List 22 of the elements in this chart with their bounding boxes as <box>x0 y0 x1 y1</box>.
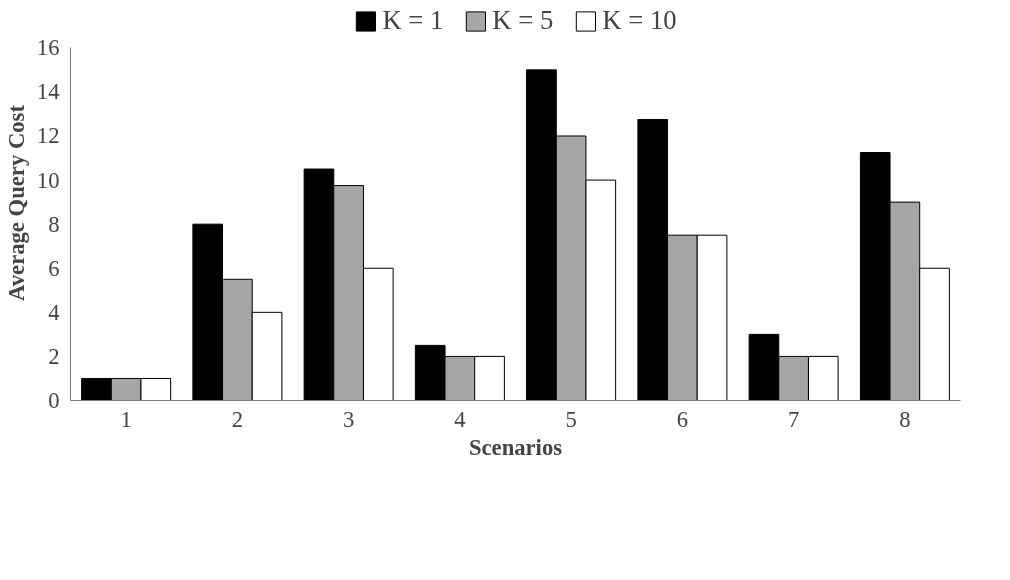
y-tick-label: 8 <box>48 211 60 237</box>
y-axis-title: Average Query Cost <box>3 104 29 301</box>
legend-label: K = 1 <box>382 5 444 36</box>
y-tick-label: 14 <box>36 79 60 105</box>
y-tick-label: 2 <box>48 343 60 369</box>
y-tick-label: 0 <box>48 388 60 413</box>
x-tick-label: 8 <box>899 406 911 432</box>
x-axis-title: Scenarios <box>468 434 563 460</box>
x-tick-label: 3 <box>342 406 355 432</box>
x-tick-label: 5 <box>565 406 577 432</box>
y-tick-label: 6 <box>48 255 60 281</box>
x-tick-label: 6 <box>676 406 689 432</box>
y-tick-label: 4 <box>48 299 60 325</box>
x-tick-label: 7 <box>787 406 800 432</box>
legend-label: K = 10 <box>602 5 677 36</box>
y-tick-label: 12 <box>36 123 60 149</box>
x-tick-label: 4 <box>454 406 466 432</box>
legend-label: K = 5 <box>492 5 554 36</box>
y-tick-label: 16 <box>36 35 60 61</box>
x-tick-label: 1 <box>120 406 132 432</box>
x-tick-label: 2 <box>231 406 244 432</box>
y-tick-label: 10 <box>36 167 60 193</box>
